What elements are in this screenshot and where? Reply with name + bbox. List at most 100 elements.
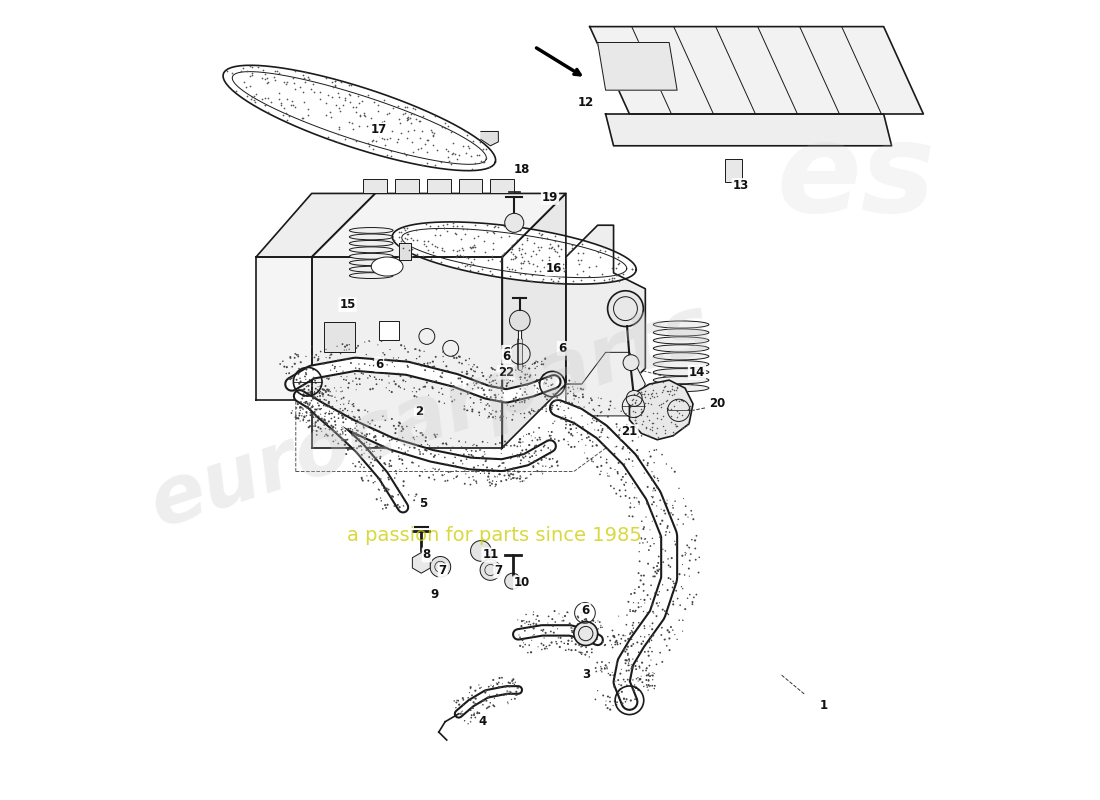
Point bbox=[686, 554, 704, 566]
Point bbox=[604, 624, 622, 637]
Point bbox=[639, 669, 657, 682]
Point bbox=[564, 625, 582, 638]
Point bbox=[547, 268, 564, 281]
Point bbox=[624, 454, 641, 467]
Point bbox=[598, 470, 616, 482]
Point bbox=[610, 678, 628, 691]
Point bbox=[432, 121, 450, 134]
Circle shape bbox=[505, 214, 524, 232]
Point bbox=[640, 667, 658, 680]
Point bbox=[583, 394, 601, 406]
Point bbox=[453, 220, 471, 233]
Point bbox=[314, 388, 331, 401]
Point bbox=[679, 416, 696, 429]
Point bbox=[415, 381, 432, 394]
Point bbox=[446, 394, 463, 406]
Point bbox=[299, 103, 317, 116]
Point bbox=[620, 453, 638, 466]
Point bbox=[641, 430, 659, 442]
Ellipse shape bbox=[574, 622, 597, 646]
Point bbox=[319, 356, 337, 369]
Point bbox=[444, 147, 462, 160]
Point bbox=[666, 577, 683, 590]
Point bbox=[455, 448, 473, 461]
Point bbox=[295, 383, 312, 396]
Point bbox=[388, 432, 406, 445]
Text: es: es bbox=[777, 117, 935, 238]
Point bbox=[540, 250, 558, 263]
Point bbox=[351, 373, 369, 386]
Point bbox=[407, 224, 425, 237]
Point bbox=[275, 108, 293, 121]
Point bbox=[606, 636, 624, 649]
Point bbox=[427, 430, 444, 442]
Point bbox=[486, 219, 504, 232]
Point bbox=[502, 374, 519, 387]
Point bbox=[644, 390, 661, 402]
Point bbox=[627, 604, 645, 617]
Point bbox=[450, 262, 468, 274]
Point bbox=[297, 396, 315, 409]
Point bbox=[349, 414, 366, 427]
Point bbox=[661, 384, 679, 397]
Point bbox=[535, 440, 552, 453]
Point bbox=[428, 143, 446, 156]
Point bbox=[539, 231, 557, 244]
Point bbox=[496, 469, 514, 482]
Point bbox=[337, 91, 354, 104]
Text: 18: 18 bbox=[514, 163, 530, 176]
Point bbox=[592, 660, 609, 673]
Point bbox=[647, 426, 664, 439]
Point bbox=[580, 629, 597, 642]
Point bbox=[394, 420, 411, 433]
Point bbox=[387, 422, 405, 435]
Point bbox=[506, 364, 524, 377]
Point bbox=[364, 134, 382, 146]
Point bbox=[515, 451, 532, 464]
Point bbox=[385, 375, 403, 388]
Point bbox=[334, 391, 352, 404]
Point bbox=[641, 593, 659, 606]
Point bbox=[644, 387, 661, 400]
Point bbox=[629, 674, 647, 687]
Point bbox=[602, 462, 619, 474]
Point bbox=[590, 391, 607, 404]
Point bbox=[632, 386, 650, 398]
Point bbox=[568, 422, 585, 434]
Point bbox=[520, 447, 538, 460]
Point bbox=[322, 407, 340, 420]
Point bbox=[557, 411, 574, 424]
Point bbox=[593, 662, 611, 675]
Point bbox=[635, 388, 652, 401]
Point bbox=[498, 687, 516, 700]
Point bbox=[411, 448, 429, 461]
Point bbox=[579, 431, 596, 444]
Point bbox=[661, 509, 679, 522]
Point bbox=[327, 422, 344, 434]
Point bbox=[518, 231, 536, 244]
Point bbox=[503, 263, 520, 276]
Point bbox=[298, 389, 316, 402]
Point bbox=[560, 426, 578, 439]
Point bbox=[405, 108, 422, 121]
Point bbox=[650, 586, 668, 598]
Point bbox=[649, 565, 667, 578]
Point bbox=[625, 388, 642, 401]
Point bbox=[679, 510, 696, 523]
Point bbox=[500, 470, 518, 482]
Point bbox=[296, 410, 314, 423]
Point bbox=[396, 106, 414, 119]
Point bbox=[572, 640, 590, 653]
Point bbox=[474, 370, 492, 382]
Point bbox=[559, 606, 576, 618]
Point bbox=[493, 249, 510, 262]
Point bbox=[498, 439, 516, 452]
Point bbox=[619, 674, 637, 686]
Point bbox=[453, 257, 471, 270]
Point bbox=[324, 134, 342, 146]
Point bbox=[513, 366, 530, 378]
Point bbox=[439, 379, 456, 392]
Point bbox=[505, 399, 522, 412]
Point bbox=[546, 258, 563, 270]
Point bbox=[532, 624, 550, 637]
